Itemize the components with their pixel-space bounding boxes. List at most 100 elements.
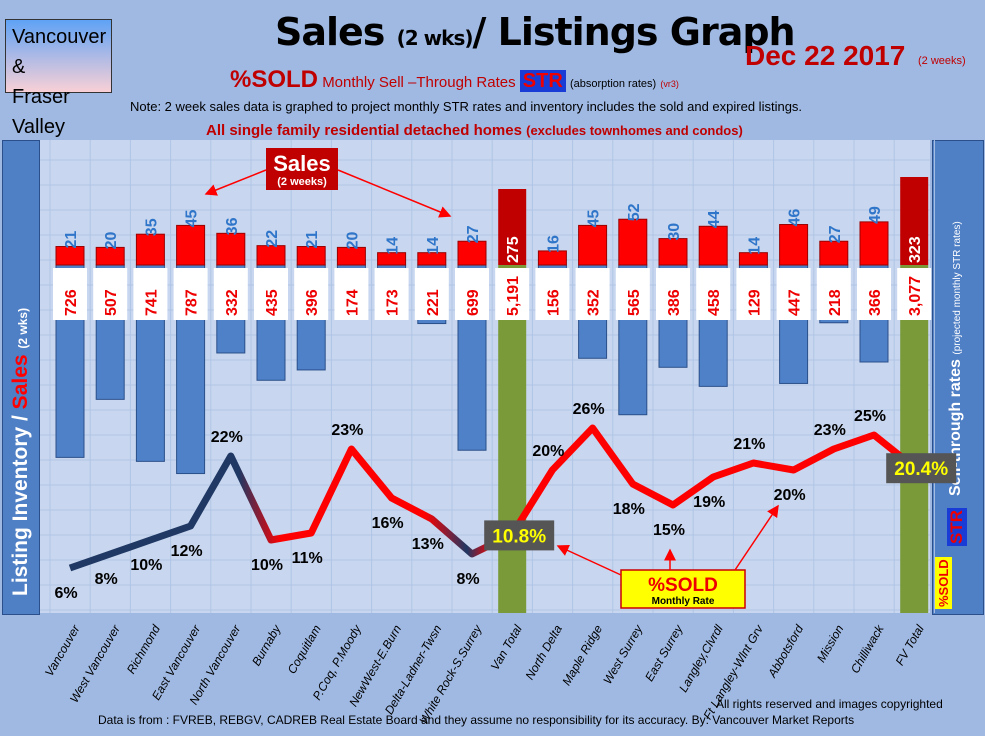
- title-main: Sales: [275, 10, 397, 54]
- x-tick-label: West Surrey: [600, 622, 646, 687]
- sales-bar: [95, 246, 125, 266]
- listing-label: 332: [224, 289, 241, 316]
- sales-bar: [819, 240, 849, 266]
- detached-sub: (excludes townhomes and condos): [526, 123, 743, 138]
- str-label: 8%: [456, 571, 479, 588]
- str-label: 20%: [532, 443, 564, 460]
- listing-label-box: [53, 268, 87, 320]
- listing-label: 458: [706, 289, 723, 316]
- total-listing-bar: [900, 265, 929, 613]
- listing-label: 221: [425, 289, 442, 316]
- listing-label: 741: [143, 289, 160, 316]
- sales-bar: [176, 224, 206, 266]
- sales-bar: [698, 225, 728, 266]
- listing-label-box: [615, 268, 650, 320]
- str-label: 20%: [774, 487, 806, 504]
- listing-label-box: [495, 268, 530, 320]
- str-label: 21%: [733, 436, 765, 453]
- listing-label-box: [414, 268, 449, 320]
- sales-bar: [417, 252, 447, 266]
- listing-label-box: [897, 268, 932, 320]
- sales-label: 21: [304, 231, 321, 249]
- sales-label: 35: [143, 218, 160, 236]
- detached-note: All single family residential detached h…: [206, 122, 743, 139]
- x-tick-label: Abbotsford: [765, 622, 807, 680]
- str-total-box: [484, 520, 555, 551]
- listing-label: 447: [787, 289, 804, 316]
- copyright-note: All rights reserved and images copyright…: [716, 697, 943, 711]
- str-label: 12%: [171, 543, 203, 560]
- listing-label: 565: [626, 289, 643, 316]
- x-tick-label: East Surrey: [642, 622, 686, 684]
- str-label: 23%: [331, 422, 363, 439]
- sales-label: 20: [344, 232, 361, 250]
- sales-label: 323: [907, 236, 924, 263]
- listing-label-box: [334, 268, 369, 320]
- str-label: 19%: [693, 494, 725, 511]
- sales-label: 275: [505, 236, 522, 263]
- x-tick-label: Coquitlam: [285, 623, 324, 677]
- x-tick-label: Vancouver: [42, 622, 83, 679]
- x-tick-label: Richmond: [124, 622, 163, 676]
- listing-label-box: [656, 268, 690, 320]
- x-tick-label: Burnaby: [249, 622, 284, 669]
- date-note: (2 weeks): [918, 55, 966, 67]
- x-tick-label: Maple Ridge: [559, 622, 605, 688]
- total-sales-bar: [900, 177, 929, 265]
- sales-label: 44: [706, 210, 723, 228]
- sales-label: 14: [425, 237, 442, 255]
- str-total-box: [886, 453, 957, 484]
- x-tick-label: FV Total: [893, 622, 927, 668]
- listing-label-box: [455, 268, 489, 320]
- x-tick-label: Chilliwack: [848, 622, 887, 676]
- sales-label: 14: [746, 237, 763, 255]
- str-badge: STR: [519, 70, 566, 92]
- str-text: Monthly Sell –Through Rates: [322, 74, 516, 91]
- total-listing-bar: [498, 265, 527, 613]
- right-axis-panel: Sell-through rates (projected monthly ST…: [932, 140, 984, 615]
- sales-label: 27: [465, 225, 482, 243]
- listing-label-box: [535, 268, 570, 320]
- listing-label: 156: [545, 289, 562, 316]
- str-label: 22%: [211, 429, 243, 446]
- sales-bar: [658, 238, 688, 266]
- sales-label: 46: [787, 209, 804, 227]
- sales-callout: Sales (2 weeks): [204, 148, 452, 218]
- sales-label: 16: [545, 235, 562, 253]
- listing-label: 787: [184, 289, 201, 316]
- version: (vr3): [660, 79, 679, 89]
- sales-bar: [738, 252, 768, 266]
- str-label: 20.4%: [894, 459, 948, 480]
- sales-bar: [377, 252, 407, 266]
- sales-bar: [296, 246, 326, 266]
- listing-label: 435: [264, 289, 281, 316]
- listing-label-box: [93, 268, 128, 320]
- sold-label: %SOLD: [230, 66, 319, 93]
- sold-callout: %SOLD Monthly Rate: [556, 504, 779, 609]
- left-axis-panel: Listing Inventory / Sales (2 wks): [2, 140, 40, 615]
- sales-bar: [216, 232, 246, 266]
- title-small: (2 wks): [396, 26, 474, 50]
- listing-label: 173: [385, 289, 402, 316]
- region-box: Vancouver & Fraser Valley: [5, 19, 112, 138]
- sales-bar: [779, 224, 809, 266]
- str-label: 11%: [292, 550, 323, 567]
- listing-label-box: [133, 268, 168, 320]
- str-label: 13%: [412, 536, 444, 553]
- sales-label: 21: [63, 231, 80, 249]
- str-label: 10%: [251, 557, 283, 574]
- str-label: 25%: [854, 408, 886, 425]
- listing-label: 699: [465, 289, 482, 316]
- sales-callout-title: Sales: [273, 151, 331, 176]
- listing-label-box: [213, 268, 248, 320]
- listing-label-box: [575, 268, 610, 320]
- sales-bar: [618, 218, 648, 266]
- sales-label: 22: [264, 230, 281, 248]
- x-tick-label: North Delta: [523, 622, 566, 682]
- detached-text: All single family residential detached h…: [206, 122, 522, 139]
- listing-label: 5,191: [505, 276, 522, 316]
- listing-label-box: [736, 268, 771, 320]
- listing-label-box: [696, 268, 731, 320]
- listing-label-box: [857, 268, 891, 320]
